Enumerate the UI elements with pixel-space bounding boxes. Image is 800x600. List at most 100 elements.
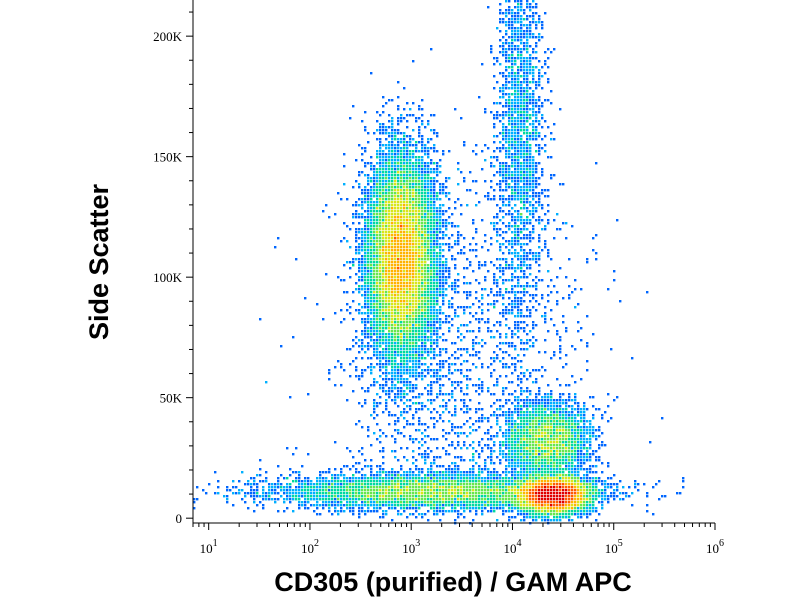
event-dot [376, 243, 379, 246]
event-dot [508, 240, 511, 243]
event-dot [370, 288, 373, 291]
event-dot [343, 165, 346, 168]
event-dot [517, 21, 520, 24]
event-dot [526, 447, 529, 450]
event-dot [502, 252, 505, 255]
event-dot [427, 168, 430, 171]
event-dot [433, 246, 436, 249]
event-dot [553, 462, 556, 465]
event-dot [436, 264, 439, 267]
event-dot [472, 219, 475, 222]
event-dot [550, 420, 553, 423]
event-dot [595, 234, 598, 237]
event-dot [415, 303, 418, 306]
event-dot [517, 180, 520, 183]
event-dot [523, 18, 526, 21]
event-dot [517, 462, 520, 465]
event-dot [439, 273, 442, 276]
event-dot [451, 306, 454, 309]
event-dot [466, 405, 469, 408]
event-dot [403, 417, 406, 420]
event-dot [511, 24, 514, 27]
event-dot [514, 99, 517, 102]
event-dot [508, 459, 511, 462]
event-dot [526, 450, 529, 453]
event-dot [583, 417, 586, 420]
event-dot [538, 60, 541, 63]
event-dot [388, 246, 391, 249]
event-dot [403, 270, 406, 273]
event-dot [547, 156, 550, 159]
event-dot [406, 144, 409, 147]
event-dot [388, 213, 391, 216]
event-dot [532, 306, 535, 309]
event-dot [499, 288, 502, 291]
event-dot [532, 111, 535, 114]
event-dot [406, 195, 409, 198]
event-dot [532, 405, 535, 408]
event-dot [424, 171, 427, 174]
event-dot [562, 222, 565, 225]
event-dot [559, 423, 562, 426]
event-dot [562, 183, 565, 186]
event-dot [523, 423, 526, 426]
event-dot [499, 294, 502, 297]
event-dot [418, 108, 421, 111]
event-dot [529, 69, 532, 72]
event-dot [391, 375, 394, 378]
event-dot [517, 303, 520, 306]
event-dot [457, 198, 460, 201]
event-dot [385, 273, 388, 276]
event-dot [427, 390, 430, 393]
event-dot [619, 300, 622, 303]
event-dot [430, 237, 433, 240]
event-dot [367, 243, 370, 246]
event-dot [508, 81, 511, 84]
event-dot [520, 63, 523, 66]
event-dot [397, 285, 400, 288]
event-dot [556, 450, 559, 453]
event-dot [370, 357, 373, 360]
event-dot [481, 246, 484, 249]
event-dot [574, 444, 577, 447]
event-dot [391, 258, 394, 261]
event-dot [517, 111, 520, 114]
event-dot [505, 411, 508, 414]
event-dot [511, 237, 514, 240]
event-dot [397, 234, 400, 237]
event-dot [403, 366, 406, 369]
event-dot [493, 135, 496, 138]
event-dot [553, 402, 556, 405]
event-dot [409, 222, 412, 225]
event-dot [463, 267, 466, 270]
event-dot [376, 309, 379, 312]
event-dot [559, 396, 562, 399]
event-dot [523, 162, 526, 165]
event-dot [550, 393, 553, 396]
event-dot [505, 60, 508, 63]
event-dot [391, 264, 394, 267]
event-dot [574, 459, 577, 462]
event-dot [532, 129, 535, 132]
event-dot [376, 261, 379, 264]
event-dot [436, 216, 439, 219]
event-dot [433, 270, 436, 273]
event-dot [415, 261, 418, 264]
event-dot [523, 234, 526, 237]
event-dot [424, 255, 427, 258]
event-dot [577, 432, 580, 435]
event-dot [571, 291, 574, 294]
event-dot [604, 411, 607, 414]
event-dot [403, 396, 406, 399]
event-dot [376, 255, 379, 258]
event-dot [481, 366, 484, 369]
event-dot [538, 393, 541, 396]
event-dot [373, 408, 376, 411]
event-dot [523, 375, 526, 378]
event-dot [559, 405, 562, 408]
event-dot [436, 315, 439, 318]
event-dot [487, 249, 490, 252]
event-dot [424, 435, 427, 438]
event-dot [400, 261, 403, 264]
event-dot [556, 300, 559, 303]
